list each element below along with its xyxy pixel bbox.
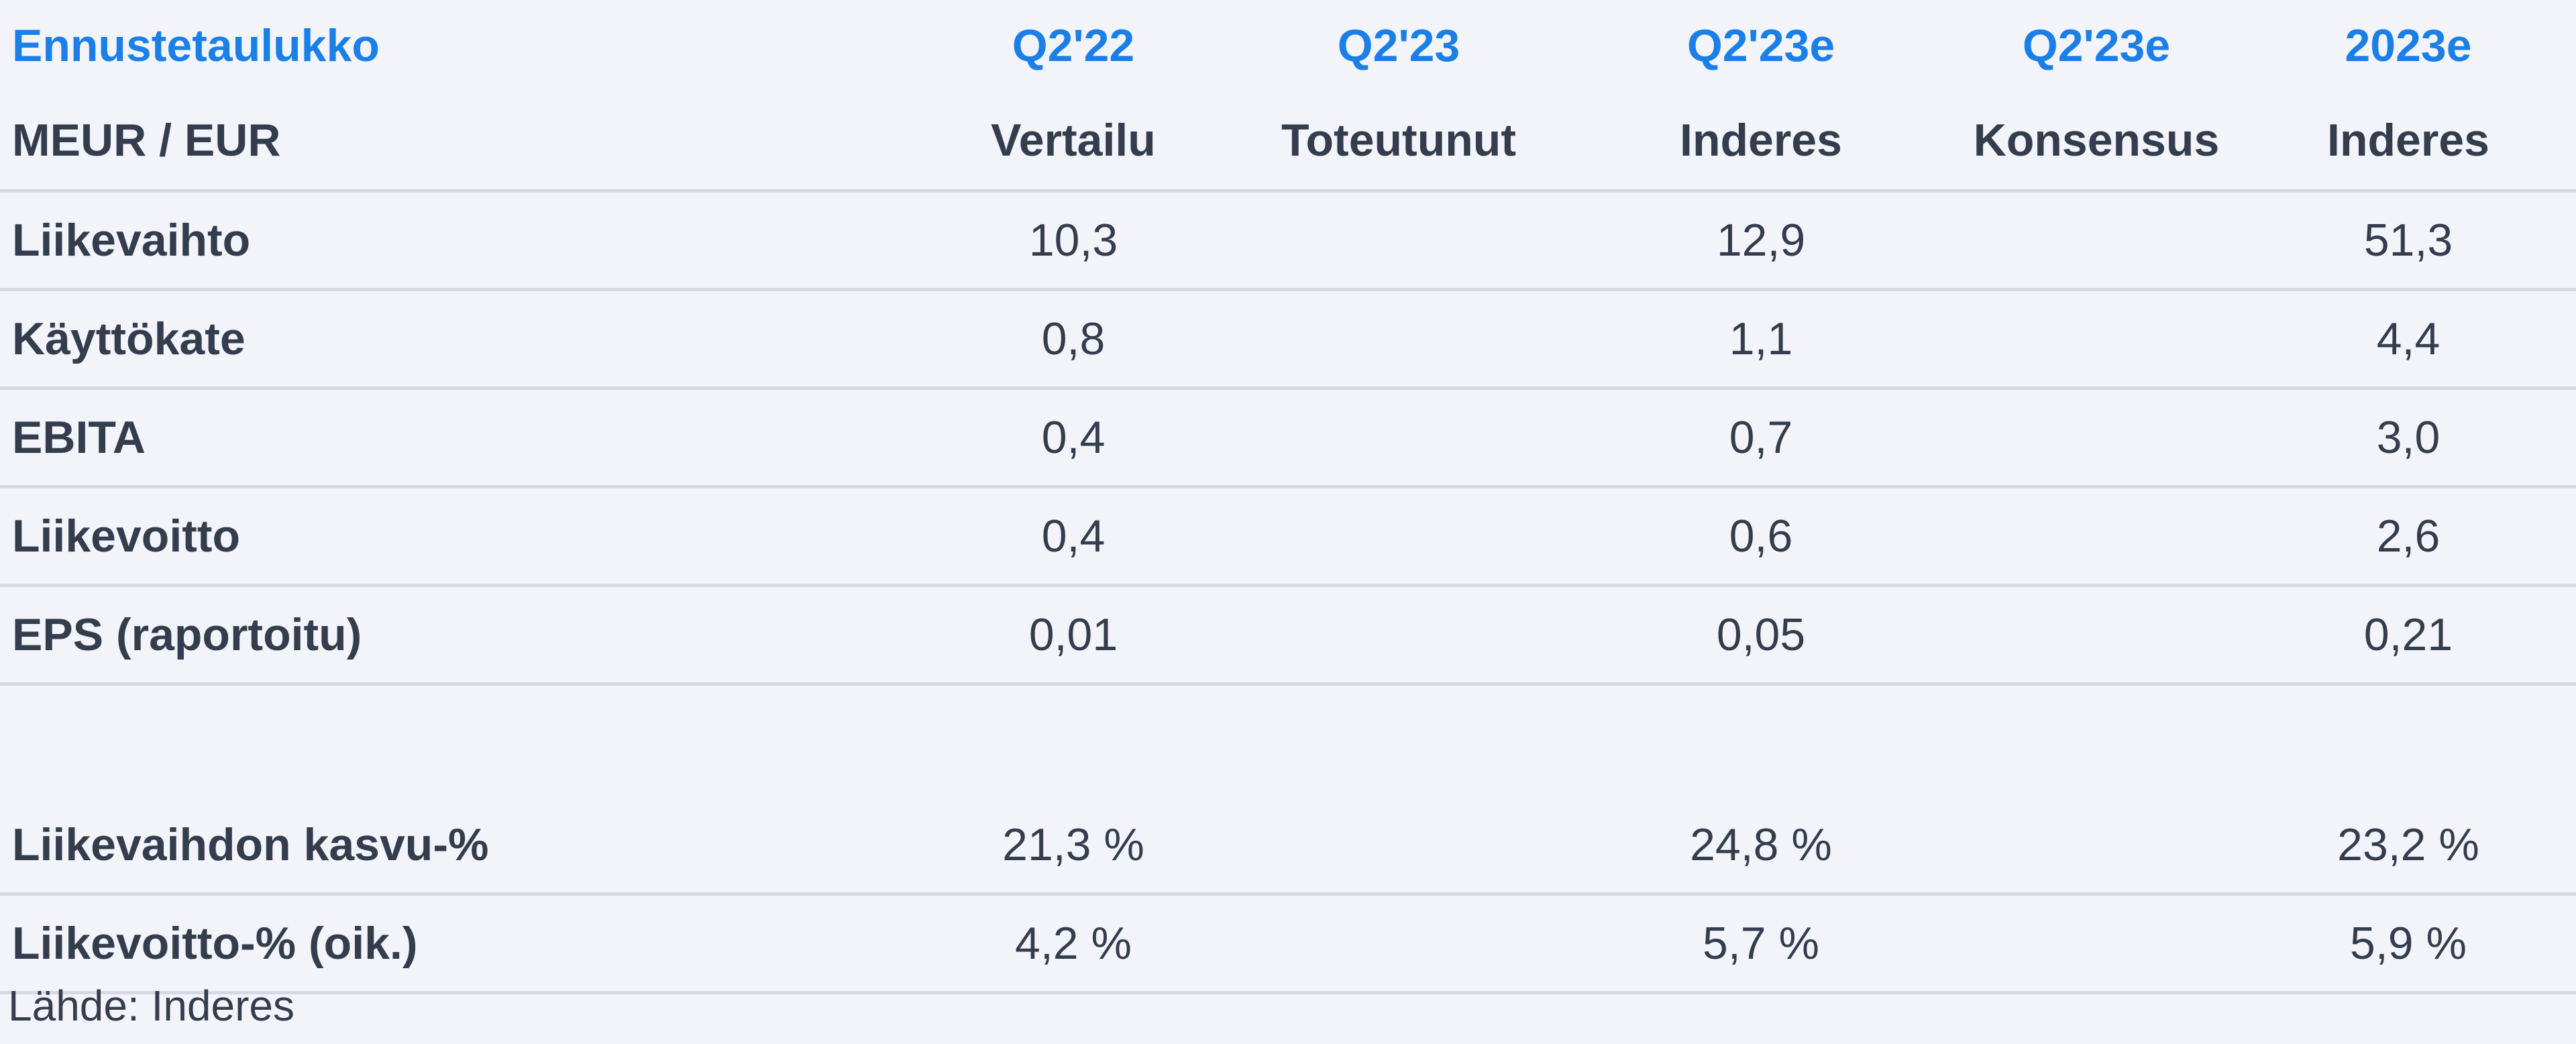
- table-cell: 12,9: [1716, 215, 1806, 266]
- table-cell: [1244, 193, 1553, 288]
- table-cell: 10,3: [1028, 215, 1118, 266]
- table-cell: [1942, 896, 2251, 991]
- table-cell: 5,9 %: [2350, 918, 2467, 969]
- table-cell: 0,7: [1729, 412, 1793, 463]
- table-row: Käyttökate 0,8 1,1 4,4: [0, 291, 2576, 390]
- table-cell: 24,8 %: [1690, 819, 1832, 870]
- table-cell: 4,2 %: [1015, 918, 1132, 969]
- table-cell: [1942, 488, 2251, 584]
- table-cell: 0,4: [1041, 412, 1106, 463]
- table-cell: 5,7 %: [1703, 918, 1819, 969]
- column-header-period: 2023e: [2345, 19, 2472, 71]
- table-row: Liikevaihto 10,3 12,9 51,3: [0, 193, 2576, 291]
- table-row: EPS (raportoitu) 0,01 0,05 0,21: [0, 587, 2576, 686]
- table-row: Liikevoitto 0,4 0,6 2,6: [0, 488, 2576, 587]
- column-header-period: Q2'23: [1337, 19, 1460, 71]
- table-cell: 1,1: [1729, 313, 1793, 364]
- source-note: Lähde: Inderes: [8, 982, 294, 1030]
- row-label: Liikevoitto-% (oik.): [12, 918, 418, 969]
- table-cell: 0,21: [2363, 609, 2453, 660]
- column-header-period: Q2'23e: [2022, 19, 2171, 71]
- table-cell: [1942, 797, 2251, 892]
- table-cell: [1244, 896, 1553, 991]
- forecast-table: Ennustetaulukko Q2'22 Q2'23 Q2'23e Q2'23…: [0, 0, 2576, 994]
- table-cell: 21,3 %: [1002, 819, 1144, 870]
- table-cell: [1244, 587, 1553, 682]
- column-header-type: Vertailu: [991, 114, 1156, 166]
- row-label: EBITA: [12, 412, 146, 463]
- table-cell: 4,4: [2376, 313, 2440, 364]
- table-cell: 0,05: [1716, 609, 1806, 660]
- table-cell: 0,6: [1729, 511, 1793, 562]
- table-title: Ennustetaulukko: [12, 19, 380, 71]
- table-cell: 0,01: [1028, 609, 1118, 660]
- row-label: Liikevaihdon kasvu-%: [12, 819, 489, 870]
- unit-label: MEUR / EUR: [12, 114, 281, 166]
- table-cell: [1244, 390, 1553, 485]
- row-label: Käyttökate: [12, 313, 246, 364]
- column-header-type: Toteutunut: [1281, 114, 1516, 166]
- column-header-period: Q2'22: [1012, 19, 1135, 71]
- header-row-types: MEUR / EUR Vertailu Toteutunut Inderes K…: [0, 91, 2576, 193]
- table-row: Liikevaihdon kasvu-% 21,3 % 24,8 % 23,2 …: [0, 797, 2576, 896]
- table-cell: [1244, 488, 1553, 584]
- spacer-row: [0, 686, 2576, 797]
- table-cell: [1942, 291, 2251, 386]
- column-header-type: Konsensus: [1973, 114, 2220, 166]
- table-cell: 51,3: [2363, 215, 2453, 266]
- table-cell: [1942, 587, 2251, 682]
- table-cell: 3,0: [2376, 412, 2440, 463]
- table-cell: 0,4: [1041, 511, 1106, 562]
- row-label: EPS (raportoitu): [12, 609, 362, 660]
- table-row: Liikevoitto-% (oik.) 4,2 % 5,7 % 5,9 %: [0, 896, 2576, 994]
- table-cell: 0,8: [1041, 313, 1106, 364]
- column-header-type: Inderes: [1680, 114, 1842, 166]
- table-cell: 23,2 %: [2337, 819, 2479, 870]
- table-cell: [1244, 291, 1553, 386]
- table-cell: [1244, 797, 1553, 892]
- table-row: EBITA 0,4 0,7 3,0: [0, 390, 2576, 488]
- row-label: Liikevaihto: [12, 215, 251, 266]
- table-cell: 2,6: [2376, 511, 2440, 562]
- row-label: Liikevoitto: [12, 511, 241, 562]
- table-cell: [1942, 390, 2251, 485]
- header-row-periods: Ennustetaulukko Q2'22 Q2'23 Q2'23e Q2'23…: [0, 0, 2576, 91]
- table-cell: [1942, 193, 2251, 288]
- column-header-type: Inderes: [2327, 114, 2489, 166]
- column-header-period: Q2'23e: [1686, 19, 1835, 71]
